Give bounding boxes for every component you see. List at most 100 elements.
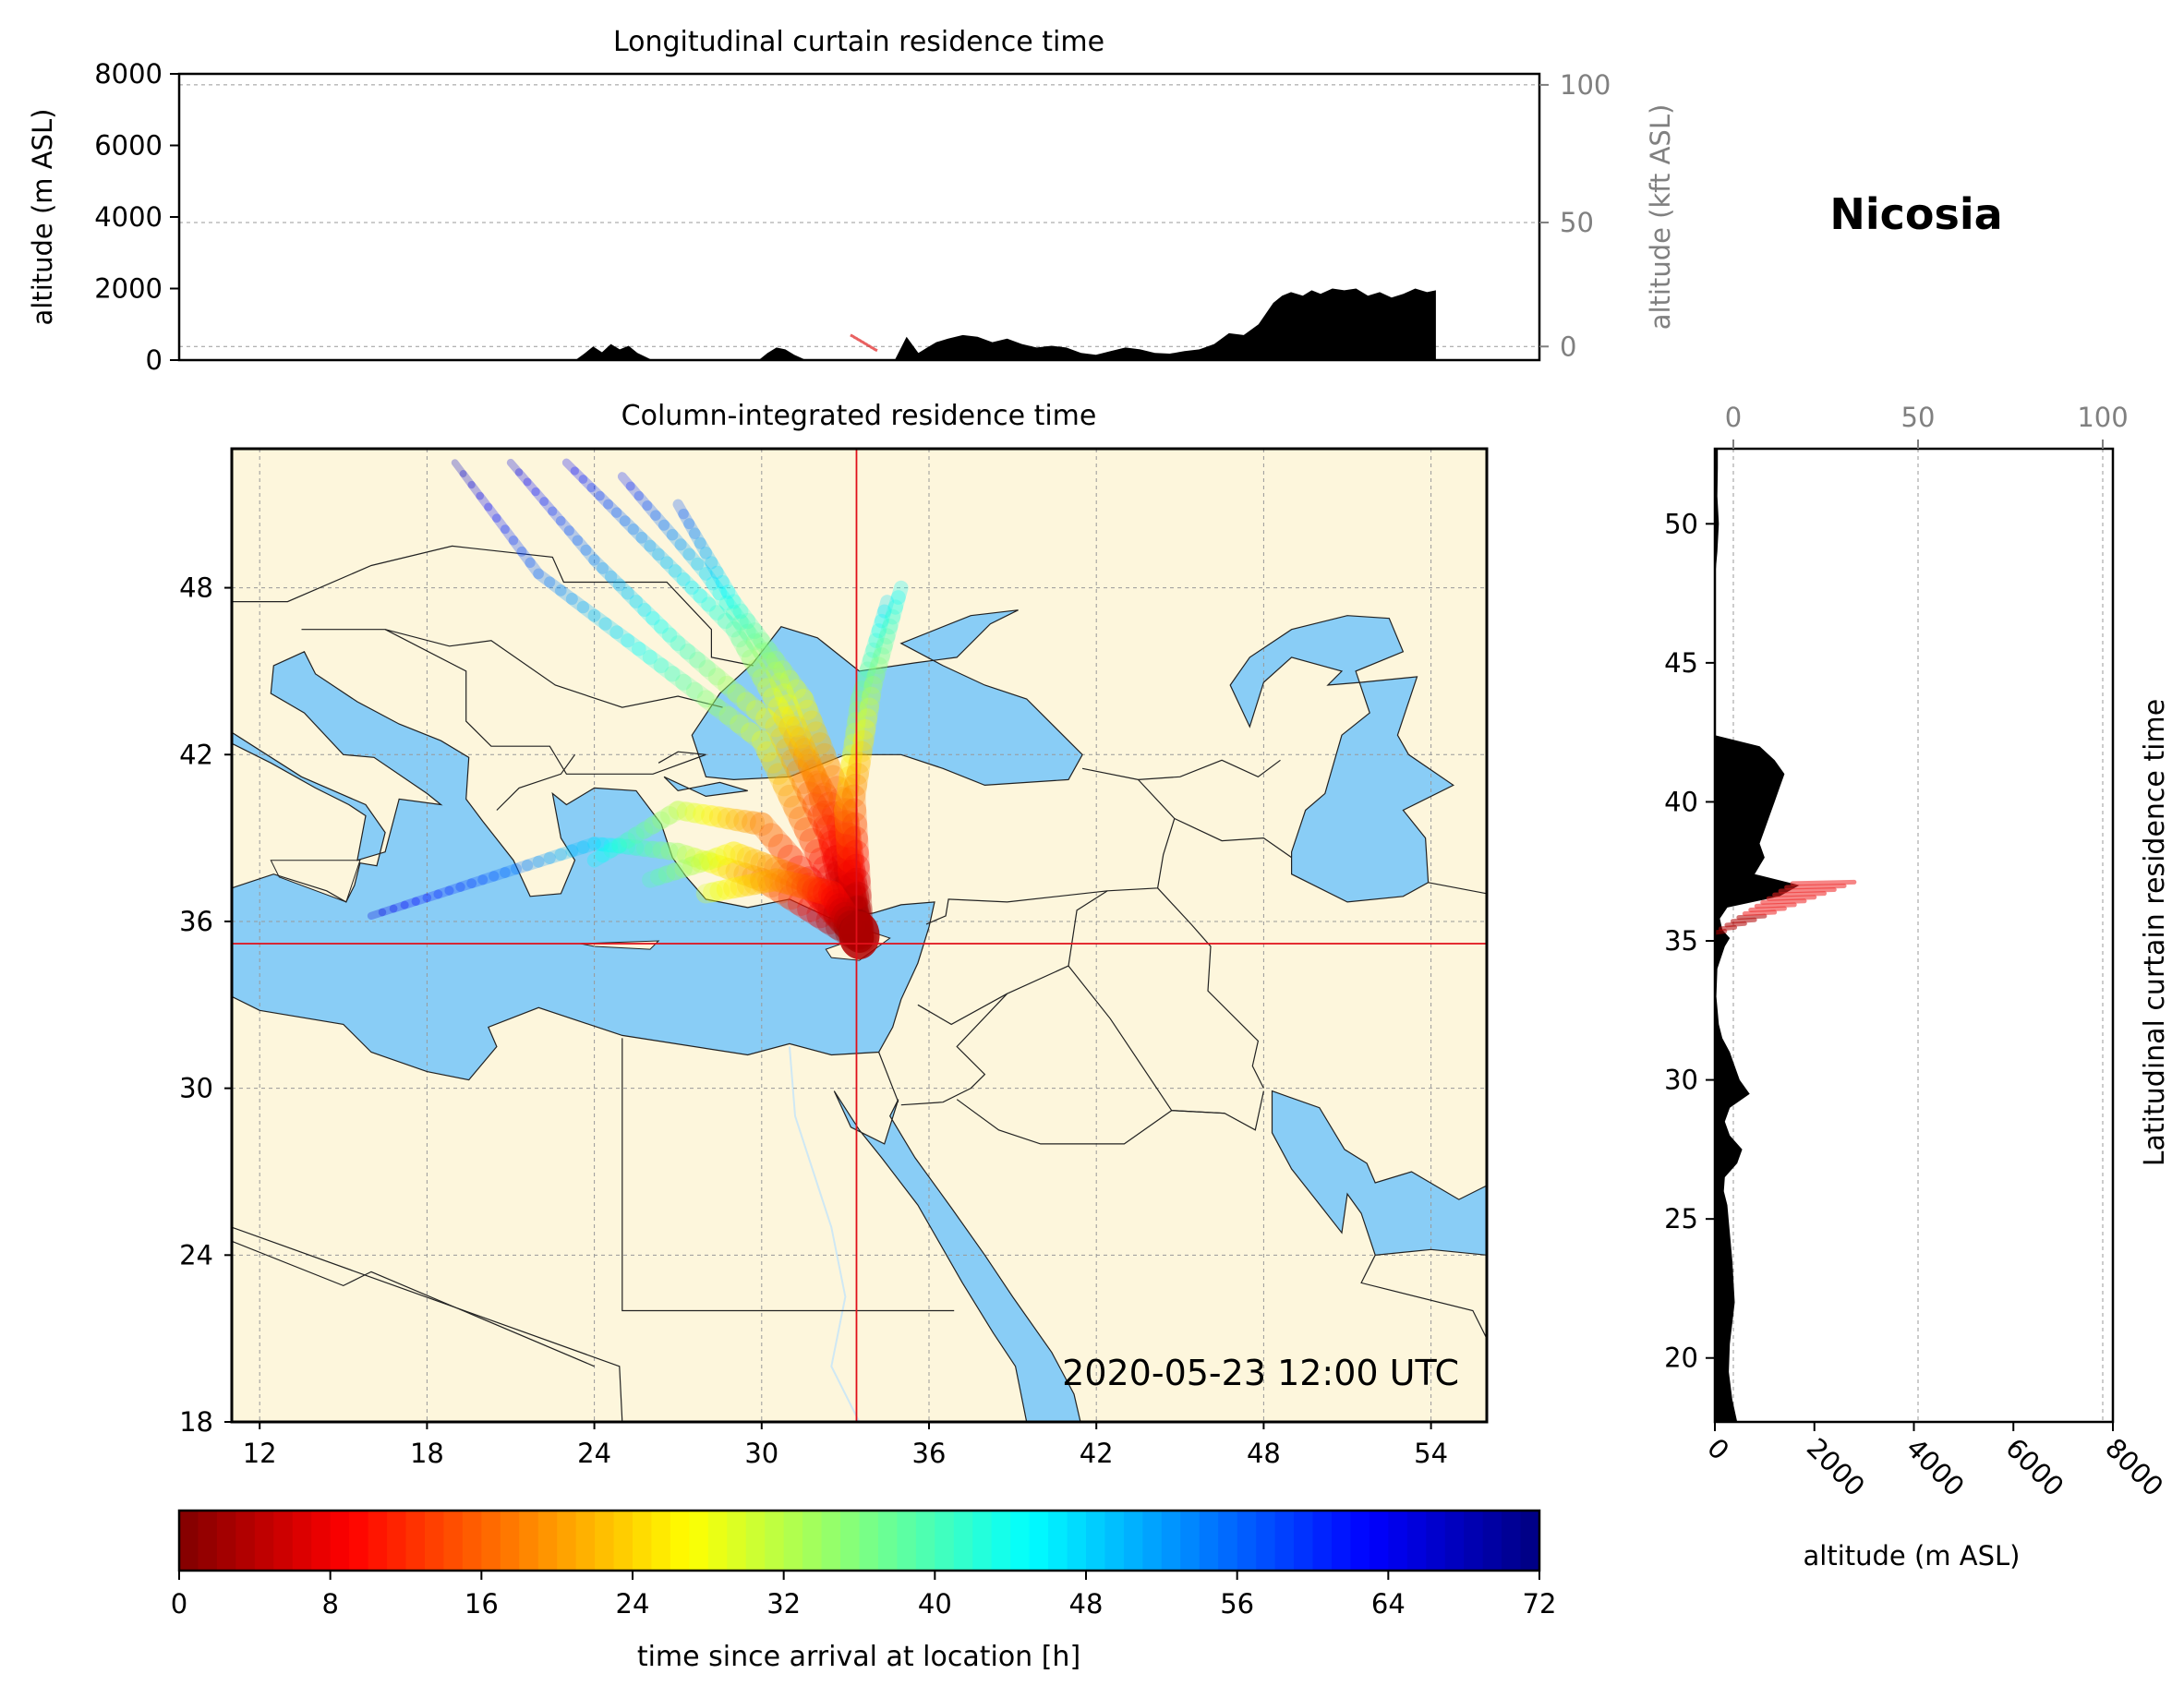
- colorbar-cell: [1502, 1511, 1522, 1571]
- latitudinal-xtick-label: 8000: [2099, 1432, 2169, 1502]
- trajectory-segment: [620, 826, 645, 849]
- colorbar-cell: [877, 1511, 899, 1571]
- colorbar-cell: [349, 1511, 369, 1571]
- trajectory-segment: [631, 641, 658, 665]
- map-xtick-label: 36: [912, 1438, 947, 1469]
- trajectory-segment: [389, 900, 409, 913]
- trajectory-segment: [805, 770, 834, 810]
- colorbar-cell: [424, 1511, 445, 1571]
- trajectory-segment: [625, 481, 645, 501]
- trajectory-segment: [753, 632, 778, 659]
- trajectory-segment: [821, 834, 851, 872]
- trajectory-segment: [784, 864, 816, 893]
- colorbar-tick-label: 56: [1220, 1588, 1254, 1620]
- trajectory-segment: [554, 844, 579, 861]
- trajectory-segment: [682, 548, 705, 571]
- colorbar-cell: [727, 1511, 747, 1571]
- latitudinal-xtick-top-label: 0: [1725, 402, 1742, 433]
- trajectory-segment: [813, 813, 845, 851]
- longitudinal-yticks: 0 2000 4000 6000 8000: [94, 58, 179, 376]
- latitudinal-residence-mark: [1724, 921, 1747, 928]
- trajectory-segment: [787, 889, 824, 922]
- trajectory-segment: [661, 627, 686, 652]
- colorbar-cell: [765, 1511, 785, 1571]
- trajectory-segment: [642, 500, 661, 521]
- trajectory-segment: [628, 839, 653, 857]
- trajectory-segment: [378, 904, 398, 917]
- trajectory-segment: [733, 862, 766, 889]
- trajectory-segment: [433, 885, 454, 899]
- map-ytick-label: 18: [179, 1406, 213, 1438]
- trajectory-segment: [792, 744, 822, 777]
- trajectory-segment: [822, 845, 853, 888]
- trajectory-segment: [863, 642, 882, 668]
- trajectory-segment: [766, 661, 790, 692]
- trajectory-segment: [736, 846, 766, 872]
- colorbar-cell: [1218, 1511, 1238, 1571]
- trajectory-segment: [586, 482, 605, 501]
- trajectory-segment: [838, 872, 867, 912]
- trajectory-segment: [773, 660, 800, 690]
- trajectory-segment: [756, 741, 784, 774]
- trajectory-segment: [745, 700, 777, 729]
- trajectory-segment: [791, 770, 822, 806]
- trajectory-segment: [824, 844, 854, 882]
- colorbar-cells: [179, 1511, 1540, 1571]
- trajectory-segment: [684, 848, 713, 871]
- trajectory-segment: [781, 704, 807, 738]
- trajectory-segment: [824, 879, 857, 916]
- trajectory-segment: [843, 722, 865, 753]
- trajectory-segment: [762, 752, 790, 786]
- sea-region: [834, 1090, 1081, 1422]
- trajectory-segment: [627, 524, 648, 544]
- map-crosshair: [232, 449, 1487, 1422]
- trajectory-segment: [491, 513, 510, 535]
- map-axes-frame: [230, 447, 1489, 1424]
- colorbar-tick-label: 8: [321, 1588, 338, 1620]
- colorbar-label: time since arrival at location [h]: [637, 1641, 1080, 1673]
- trajectory-segment: [828, 787, 858, 823]
- latitudinal-residence-mark: [1715, 928, 1728, 935]
- trajectory-segment: [670, 635, 696, 660]
- trajectory-segment: [644, 539, 665, 561]
- map-borders: [232, 545, 1487, 1422]
- trajectory-segment: [730, 631, 754, 658]
- trajectory-segment: [742, 811, 774, 837]
- colorbar-cell: [1237, 1511, 1257, 1571]
- trajectory-segment: [684, 580, 708, 604]
- colorbar-cell: [651, 1511, 671, 1571]
- trajectory-segment: [813, 879, 845, 907]
- trajectory-segment: [693, 803, 722, 826]
- colorbar-cell: [1312, 1511, 1333, 1571]
- longitudinal-ytick-label: 0: [146, 344, 163, 376]
- trajectory-segment: [660, 801, 688, 825]
- colorbar-cell: [670, 1511, 690, 1571]
- trajectory-segment: [816, 791, 848, 827]
- trajectory-segment: [813, 742, 840, 777]
- trajectory-segment: [708, 806, 740, 830]
- trajectory-segment: [706, 576, 728, 601]
- trajectory-segment: [741, 649, 766, 678]
- trajectory-segment: [611, 832, 636, 854]
- trajectory-segment: [514, 468, 532, 487]
- colorbar-tick-label: 72: [1523, 1588, 1557, 1620]
- longitudinal-residence-mark: [869, 345, 875, 350]
- trajectory-segment: [696, 690, 727, 717]
- trajectory-segment: [642, 868, 667, 888]
- coastline: [833, 1090, 1081, 1422]
- trajectory-segment: [715, 574, 736, 599]
- country-border: [1360, 1255, 1487, 1339]
- colorbar-cell: [1350, 1511, 1370, 1571]
- latitudinal-panel-title: Latitudinal curtain residence time: [2139, 699, 2171, 1166]
- trajectory-segment: [829, 863, 861, 902]
- trajectory-segment: [476, 491, 493, 512]
- trajectory-segment: [774, 683, 799, 715]
- trajectory-segment: [422, 889, 443, 903]
- trajectory-segment: [828, 897, 860, 930]
- trajectory-segment: [666, 528, 687, 551]
- trajectory-segment: [725, 860, 756, 885]
- trajectory-segment: [786, 759, 815, 794]
- trajectory-segment: [587, 837, 610, 851]
- trajectory-segment: [740, 722, 772, 752]
- colorbar-cell: [443, 1511, 464, 1571]
